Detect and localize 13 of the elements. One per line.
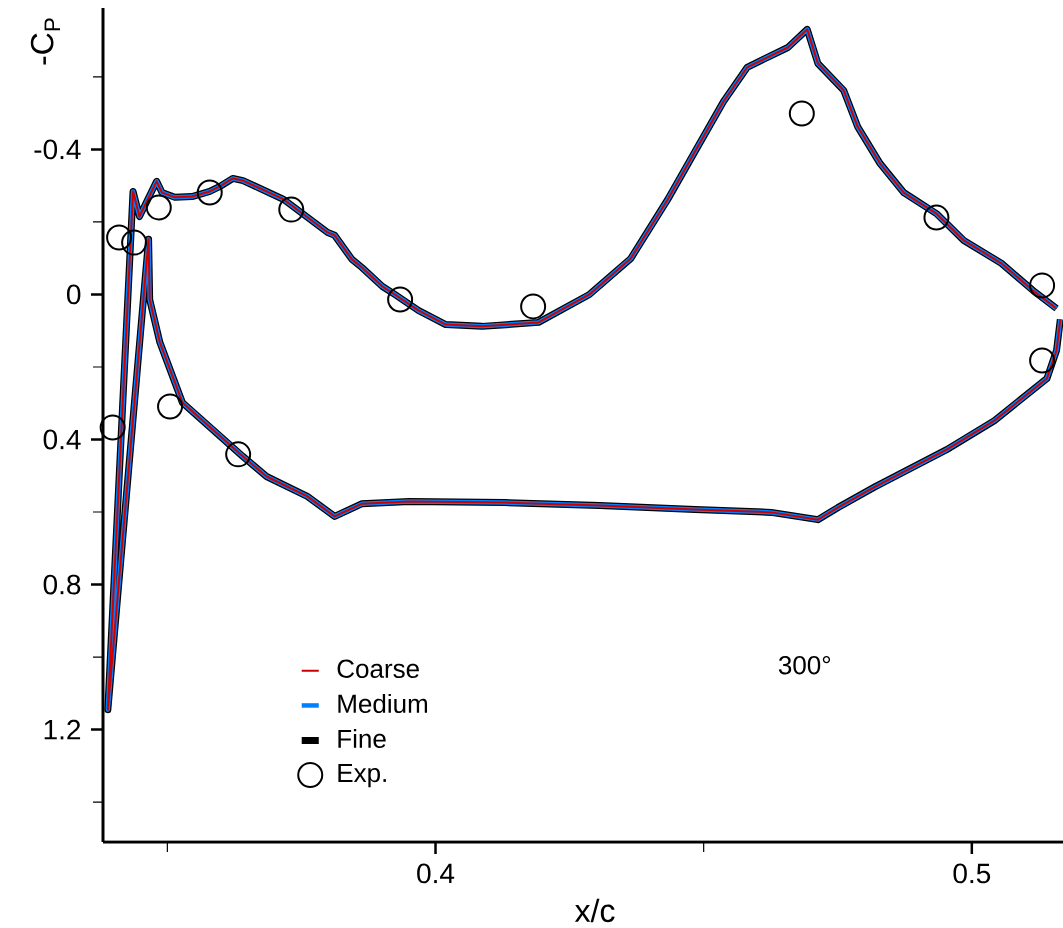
y-tick-label: 0.4 xyxy=(43,429,81,450)
legend-label: Coarse xyxy=(337,659,419,678)
y-tick-label: 0 xyxy=(67,284,81,305)
x-tick-label: 0.5 xyxy=(953,863,991,884)
y-tick-label: 0.8 xyxy=(43,574,81,595)
y-tick-label: -0.4 xyxy=(34,139,81,160)
y-tick-label: 1.2 xyxy=(44,719,81,740)
x-axis-title: x/c xyxy=(574,898,615,923)
legend-label: Exp. xyxy=(338,764,386,788)
legend-label: Fine xyxy=(338,728,386,749)
annotation: 300° xyxy=(778,655,831,675)
y-axis-title: -C$_{P}$ xyxy=(30,18,60,65)
legend-label: Medium xyxy=(338,693,428,714)
